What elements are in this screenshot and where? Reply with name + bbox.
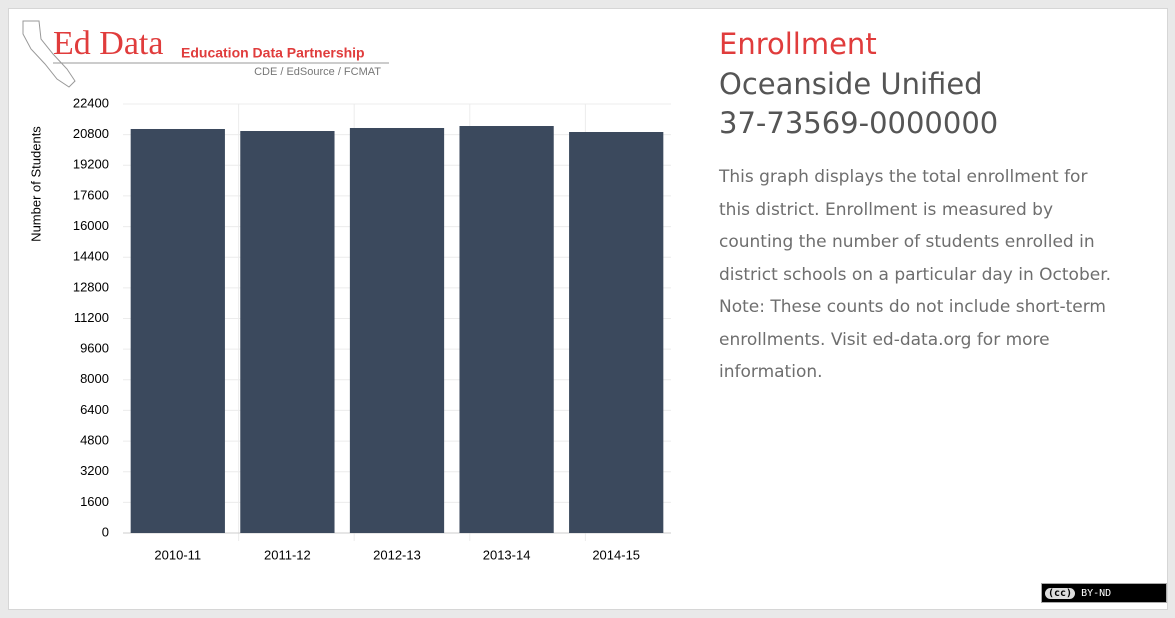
bar (130, 128, 225, 533)
y-tick-label: 17600 (73, 187, 109, 202)
license-badge[interactable]: (cc) BY-ND (1041, 583, 1167, 603)
description-line: this district. Enrollment is measured by (719, 199, 1054, 220)
y-tick-label: 16000 (73, 218, 109, 233)
logo-tagline: Education Data Partnership (181, 45, 365, 61)
logo-partners: CDE / EdSource / FCMAT (254, 66, 381, 78)
district-code: 37-73569-0000000 (719, 106, 999, 140)
y-tick-label: 3200 (80, 463, 109, 478)
heading: Enrollment (719, 27, 877, 61)
y-tick-label: 11200 (74, 310, 109, 325)
bar (459, 126, 554, 533)
state-outline (22, 20, 76, 88)
y-axis-label: Number of Students (28, 126, 43, 242)
panel: Ed Data Education Data Partnership CDE /… (8, 8, 1168, 610)
x-tick-label: 2014-15 (592, 547, 640, 562)
description-line: district schools on a particular day in … (719, 264, 1112, 285)
y-tick-label: 9600 (80, 341, 109, 356)
cc-icon: (cc) (1045, 587, 1076, 599)
y-tick-label: 14400 (73, 249, 109, 264)
bar (240, 131, 335, 533)
description-line: information. (719, 362, 823, 382)
y-tick-label: 8000 (80, 371, 109, 386)
x-tick-label: 2013-14 (483, 547, 531, 562)
x-tick-label: 2010-11 (154, 547, 201, 562)
y-tick-label: 19200 (73, 157, 109, 172)
description-line: counting the number of students enrolled… (719, 232, 1095, 252)
description-line: Note: These counts do not include short-… (719, 297, 1106, 317)
y-tick-label: 4800 (80, 433, 109, 448)
logo-name: Ed Data (53, 25, 163, 62)
y-tick-label: 0 (102, 524, 109, 539)
y-tick-label: 20800 (73, 126, 109, 141)
district-name: Oceanside Unified (719, 67, 983, 101)
description: This graph displays the total enrollment… (719, 161, 1111, 389)
chart: Ed Data Education Data Partnership CDE /… (22, 20, 671, 562)
y-tick-label: 6400 (80, 402, 109, 417)
description-line: This graph displays the total enrollment… (719, 167, 1088, 187)
y-tick-label: 22400 (73, 95, 109, 110)
bar (569, 131, 664, 533)
x-tick-label: 2012-13 (373, 547, 421, 562)
y-tick-label: 12800 (73, 279, 109, 294)
x-tick-label: 2011-12 (264, 547, 311, 562)
license-terms: BY-ND (1081, 587, 1112, 599)
y-tick-label: 1600 (80, 494, 109, 509)
description-line: enrollments. Visit ed-data.org for more (719, 329, 1050, 350)
bar (349, 127, 445, 533)
